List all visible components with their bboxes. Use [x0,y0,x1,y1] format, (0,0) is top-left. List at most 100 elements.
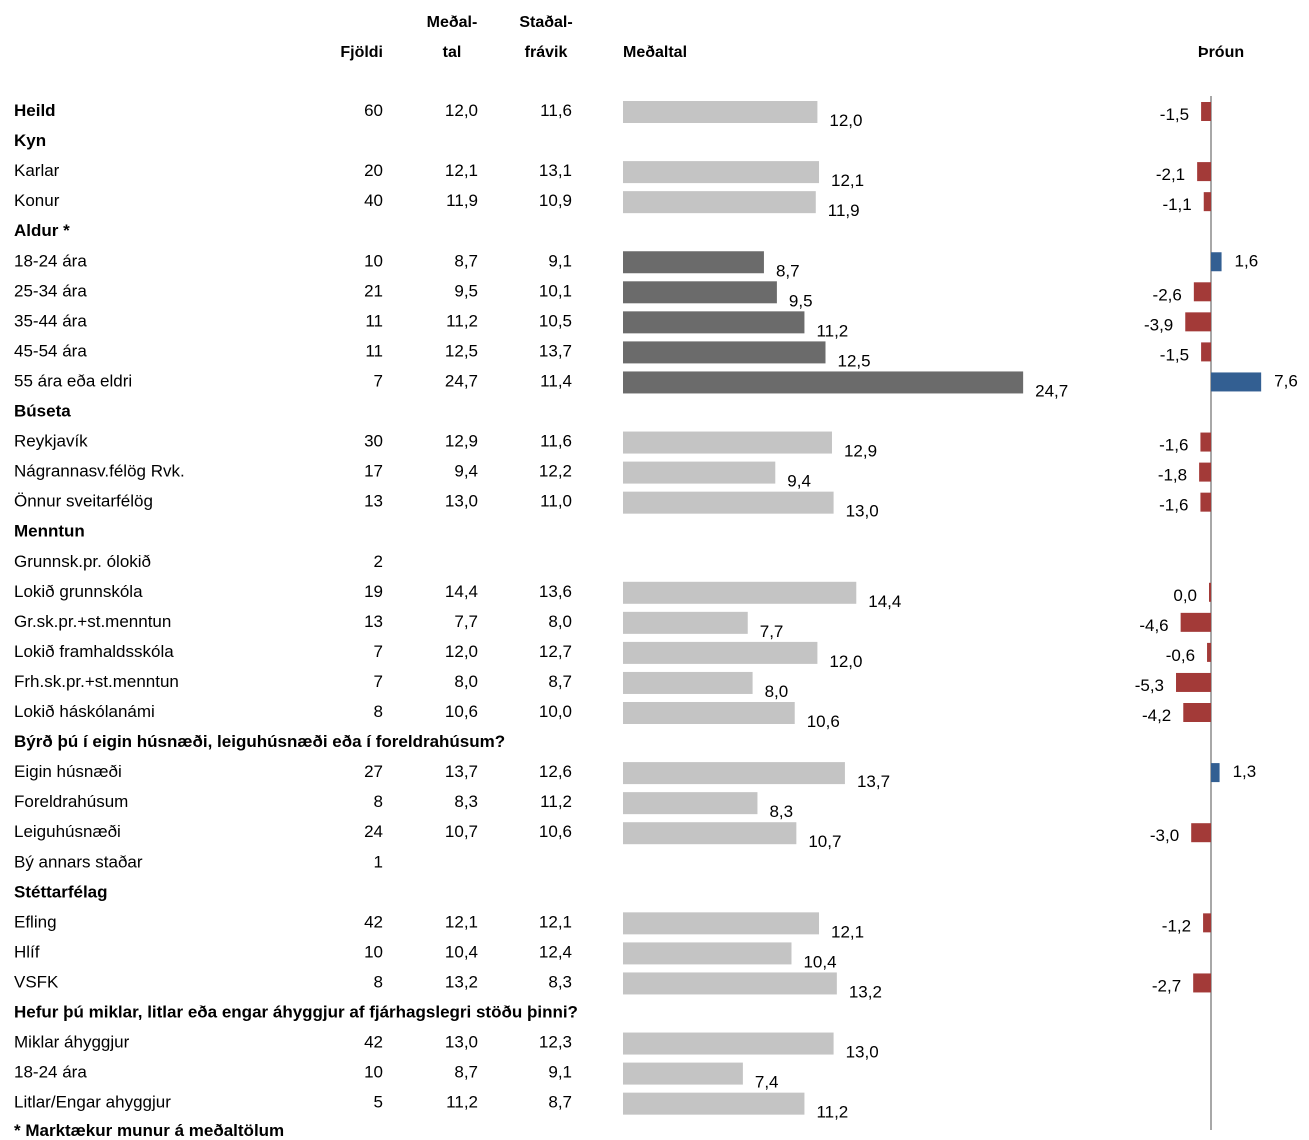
trend-bar [1183,703,1211,722]
mean-bar-label: 8,7 [776,261,800,280]
trend-label: -1,2 [1162,916,1191,935]
cell-mean: 12,5 [445,341,478,360]
mean-bar [623,581,857,604]
cell-mean: 9,4 [454,462,478,481]
cell-mean: 8,7 [454,251,478,270]
mean-bar-label: 9,5 [789,291,813,310]
trend-label: -1,6 [1159,496,1188,515]
mean-bar-label: 8,0 [765,682,789,701]
trend-bar [1201,102,1211,121]
mean-bar [623,1092,805,1115]
row-label: VSFK [14,972,59,991]
trend-bar [1203,913,1211,933]
mean-bar [623,641,818,664]
row-label: Lokið grunnskóla [14,582,143,601]
row-label: Frh.sk.pr.+st.menntun [14,672,179,691]
header-count: Fjöldi [340,44,383,61]
cell-sd: 9,1 [548,1063,572,1082]
mean-bar-label: 12,9 [844,442,877,461]
mean-bar [623,191,816,214]
trend-label: 7,6 [1274,371,1298,390]
cell-sd: 11,0 [540,492,572,511]
mean-bar [623,762,845,785]
mean-bar-label: 11,2 [816,1103,848,1122]
cell-sd: 9,1 [548,251,572,270]
cell-mean: 11,9 [446,191,478,210]
mean-bar [623,311,805,334]
mean-bar [623,611,748,634]
mean-bar [623,792,758,815]
cell-count: 2 [374,552,383,571]
row-label: 25-34 ára [14,281,87,300]
cell-sd: 8,3 [548,972,572,991]
row-label: Karlar [14,161,60,180]
mean-bar-label: 13,0 [846,1043,879,1062]
cell-count: 13 [364,492,383,511]
cell-mean: 12,1 [445,912,478,931]
mean-bar-label: 8,3 [769,802,793,821]
mean-bar-label: 12,5 [838,351,871,370]
row-label: Lokið framhaldsskóla [14,642,174,661]
cell-count: 8 [374,702,383,721]
cell-mean: 11,2 [446,1093,478,1112]
cell-sd: 10,9 [539,191,572,210]
mean-bar [623,431,832,454]
cell-count: 30 [364,432,383,451]
cell-mean: 10,7 [445,822,478,841]
cell-sd: 8,7 [548,672,572,691]
trend-bar [1193,973,1211,993]
mean-bar [623,281,777,304]
trend-label: 1,3 [1233,762,1257,781]
cell-sd: 13,7 [539,341,572,360]
mean-bar [623,822,797,845]
row-label: Grunnsk.pr. ólokið [14,552,151,571]
cell-count: 42 [364,1033,383,1052]
cell-mean: 9,5 [454,281,478,300]
mean-bar-label: 11,9 [828,201,860,220]
mean-bar-label: 12,1 [831,922,864,941]
mean-bar-label: 10,4 [803,952,836,971]
trend-bar [1207,642,1211,662]
cell-count: 40 [364,191,383,210]
trend-label: -1,6 [1159,436,1188,455]
cell-count: 8 [374,792,383,811]
header-bar: Meðaltal [623,44,687,61]
cell-sd: 10,6 [539,822,572,841]
cell-mean: 12,0 [445,642,478,661]
mean-bar-label: 7,7 [760,622,784,641]
mean-bar [623,972,837,995]
group-label: Menntun [14,522,85,541]
cell-sd: 11,6 [540,101,572,120]
cell-count: 7 [374,642,383,661]
mean-bar-label: 13,0 [846,502,879,521]
cell-sd: 12,2 [539,462,572,481]
header-mean-line1: Meðal- [427,14,478,31]
row-label: 35-44 ára [14,311,87,330]
group-label: Búseta [14,402,71,421]
cell-count: 5 [374,1093,383,1112]
group-label: Heild [14,101,56,120]
cell-count: 13 [364,612,383,631]
cell-mean: 13,2 [445,972,478,991]
row-label: Eigin húsnæði [14,762,122,781]
row-label: Leiguhúsnæði [14,822,121,841]
trend-label: -4,2 [1142,706,1171,725]
row-label: Bý annars staðar [14,852,143,871]
trend-label: -2,6 [1153,285,1182,304]
mean-bar [623,1062,743,1085]
row-label: Gr.sk.pr.+st.menntun [14,612,171,631]
cell-count: 1 [374,852,383,871]
trend-bar [1200,492,1211,512]
trend-bar [1209,582,1211,602]
trend-label: -5,3 [1135,676,1164,695]
cell-mean: 13,0 [445,1033,478,1052]
mean-bar [623,251,764,274]
cell-sd: 8,0 [548,612,572,631]
cell-count: 10 [364,1063,383,1082]
cell-count: 20 [364,161,383,180]
mean-bar [623,702,795,724]
cell-count: 7 [374,672,383,691]
cell-sd: 12,1 [539,912,572,931]
